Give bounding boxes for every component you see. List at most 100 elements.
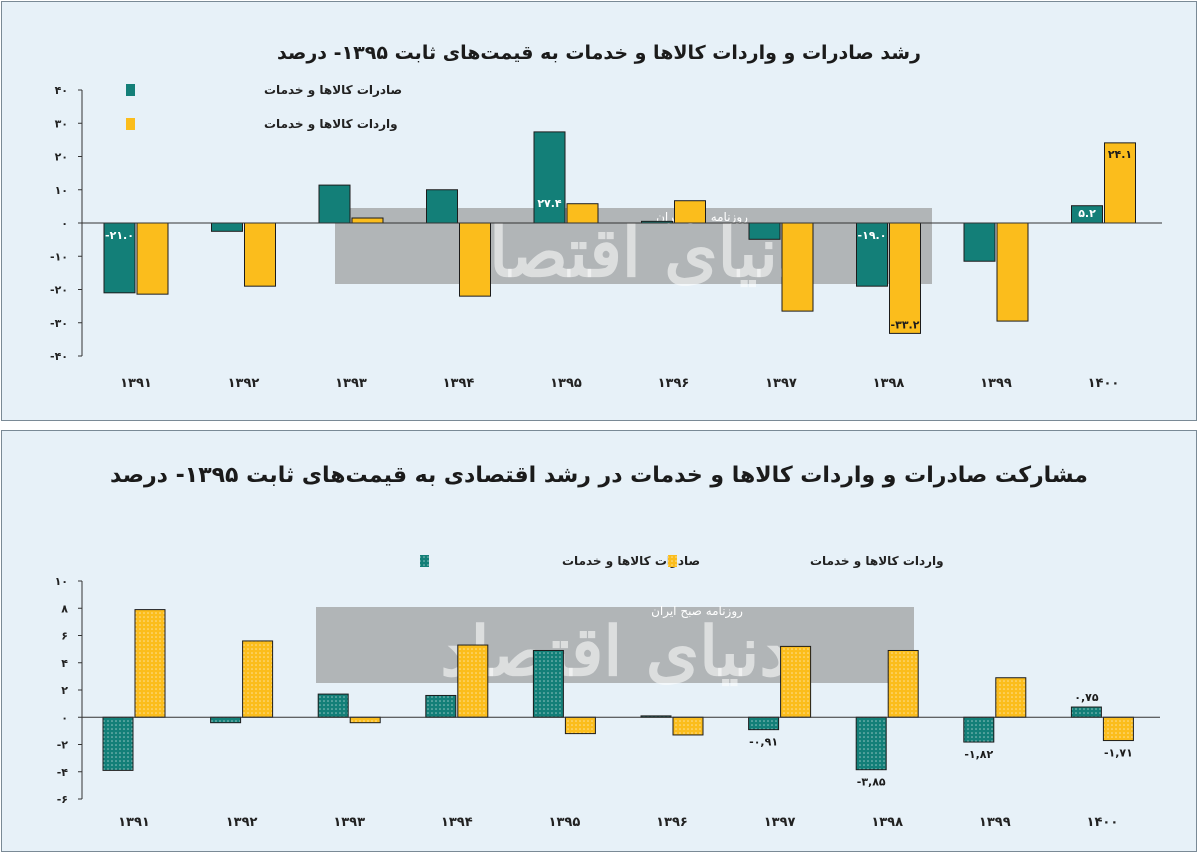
legend-label: واردات کالاها و خدمات	[810, 554, 944, 569]
bar-exports	[748, 716, 780, 731]
x-tick-label: ۱۳۹۸	[873, 376, 905, 391]
x-tick-label: ۱۳۹۱	[120, 376, 152, 391]
data-label: -۲۱.۰	[105, 229, 134, 242]
legend-swatch	[668, 555, 677, 567]
bar-imports	[1102, 716, 1134, 742]
data-label: ۵.۲	[1078, 207, 1096, 220]
y-tick-label: ۲۰	[55, 151, 68, 164]
bar-exports	[103, 222, 136, 294]
bar-exports	[855, 716, 887, 771]
watermark-band	[316, 607, 914, 683]
y-tick-label: ۱۰	[55, 184, 68, 197]
y-tick-label: ۰	[61, 217, 68, 230]
bar-imports	[351, 217, 384, 224]
legend-label: صادرات کالاها و خدمات	[264, 83, 402, 98]
data-label: -۰,۹۱	[749, 736, 778, 749]
bar-imports	[459, 222, 491, 297]
data-label: -۳,۸۵	[857, 776, 886, 789]
x-tick-label: ۱۳۹۵	[549, 815, 581, 830]
x-tick-label: ۱۳۹۳	[333, 815, 365, 830]
bar-imports	[674, 200, 706, 224]
data-label: -۱,۸۲	[964, 748, 993, 761]
y-tick-label: ۰	[61, 711, 68, 724]
legend-swatch	[126, 84, 135, 96]
watermark-tagline: روزنامه صبح ایران	[651, 604, 743, 619]
y-tick-label: -۶	[57, 793, 68, 806]
x-tick-label: ۱۳۹۵	[550, 376, 582, 391]
bar-exports	[426, 189, 458, 224]
y-tick-label: ۸	[61, 602, 68, 615]
y-tick-label: ۲	[61, 684, 68, 697]
bar-imports	[457, 644, 489, 718]
bar-exports	[210, 716, 242, 724]
y-tick-label: -۲۰	[50, 284, 68, 297]
x-tick-label: ۱۳۹۲	[228, 376, 260, 391]
legend-label: واردات کالاها و خدمات	[264, 117, 398, 132]
bar-exports	[963, 716, 995, 743]
chart-panel-growth-contribution: مشارکت صادرات و واردات کالاها و خدمات در…	[1, 430, 1197, 852]
data-label: -۱۹.۰	[858, 229, 887, 242]
bar-imports	[887, 649, 919, 718]
y-tick-label: -۳۰	[50, 317, 68, 330]
bar-imports	[242, 640, 274, 718]
y-tick-label: ۳۰	[55, 117, 68, 130]
bar-exports	[102, 716, 134, 771]
bar-exports	[425, 694, 457, 718]
y-tick-label: -۲	[57, 739, 69, 752]
bar-imports	[780, 645, 812, 718]
bar-exports	[856, 222, 888, 287]
bar-imports	[134, 609, 166, 718]
bar-imports	[672, 716, 704, 736]
bar-imports	[889, 222, 921, 334]
x-tick-label: ۱۳۹۹	[979, 815, 1011, 830]
x-tick-label: ۱۴۰۰	[1088, 376, 1120, 391]
bar-exports	[211, 222, 243, 232]
x-tick-label: ۱۳۹۳	[335, 376, 367, 391]
bar-exports	[963, 222, 996, 262]
legend-label: صادرات کالاها و خدمات	[562, 554, 700, 569]
x-tick-label: ۱۳۹۷	[764, 815, 796, 830]
y-tick-label: -۱۰	[50, 250, 68, 263]
y-tick-label: ۶	[61, 630, 68, 643]
bar-exports	[533, 131, 566, 224]
data-label: -۳۳.۲	[891, 318, 920, 331]
data-label: ۲۷.۴	[537, 197, 562, 210]
x-tick-label: ۱۳۹۶	[658, 376, 690, 391]
bar-imports	[564, 716, 596, 735]
chart-title: رشد صادرات و واردات کالاها و خدمات به قی…	[277, 42, 921, 64]
bar-imports	[995, 677, 1027, 718]
y-tick-label: ۴۰	[55, 84, 68, 97]
bar-exports	[318, 184, 351, 224]
x-tick-label: ۱۳۹۹	[980, 376, 1012, 391]
y-tick-label: -۴	[57, 766, 69, 779]
bar-exports	[317, 693, 349, 718]
bar-imports	[349, 716, 381, 724]
x-tick-label: ۱۳۹۶	[656, 815, 688, 830]
x-tick-label: ۱۴۰۰	[1087, 815, 1119, 830]
bar-exports	[748, 222, 781, 240]
watermark-logo: دنیای اقتصاد	[440, 612, 789, 692]
chart-title: مشارکت صادرات و واردات کالاها و خدمات در…	[110, 463, 1088, 488]
x-tick-label: ۱۳۹۸	[871, 815, 903, 830]
x-tick-label: ۱۳۹۱	[118, 815, 150, 830]
y-tick-label: ۴	[61, 657, 68, 670]
data-label: -۱,۷۱	[1104, 747, 1133, 760]
x-tick-label: ۱۳۹۲	[226, 815, 258, 830]
data-label: ۲۴.۱	[1108, 148, 1132, 161]
bar-exports	[532, 649, 564, 718]
legend-swatch	[420, 555, 429, 567]
bar-exports	[1070, 706, 1102, 718]
legend-swatch	[126, 118, 135, 130]
bar-imports	[996, 222, 1029, 322]
y-tick-label: ۱۰	[55, 575, 68, 588]
x-tick-label: ۱۳۹۴	[443, 376, 475, 391]
bar-imports	[136, 222, 169, 295]
chart-panel-export-import-growth: رشد صادرات و واردات کالاها و خدمات به قی…	[1, 1, 1197, 421]
bar-imports	[244, 222, 276, 287]
x-tick-label: ۱۳۹۴	[441, 815, 473, 830]
data-label: ۰,۷۵	[1074, 691, 1099, 704]
x-tick-label: ۱۳۹۷	[765, 376, 797, 391]
bar-imports	[566, 203, 599, 224]
